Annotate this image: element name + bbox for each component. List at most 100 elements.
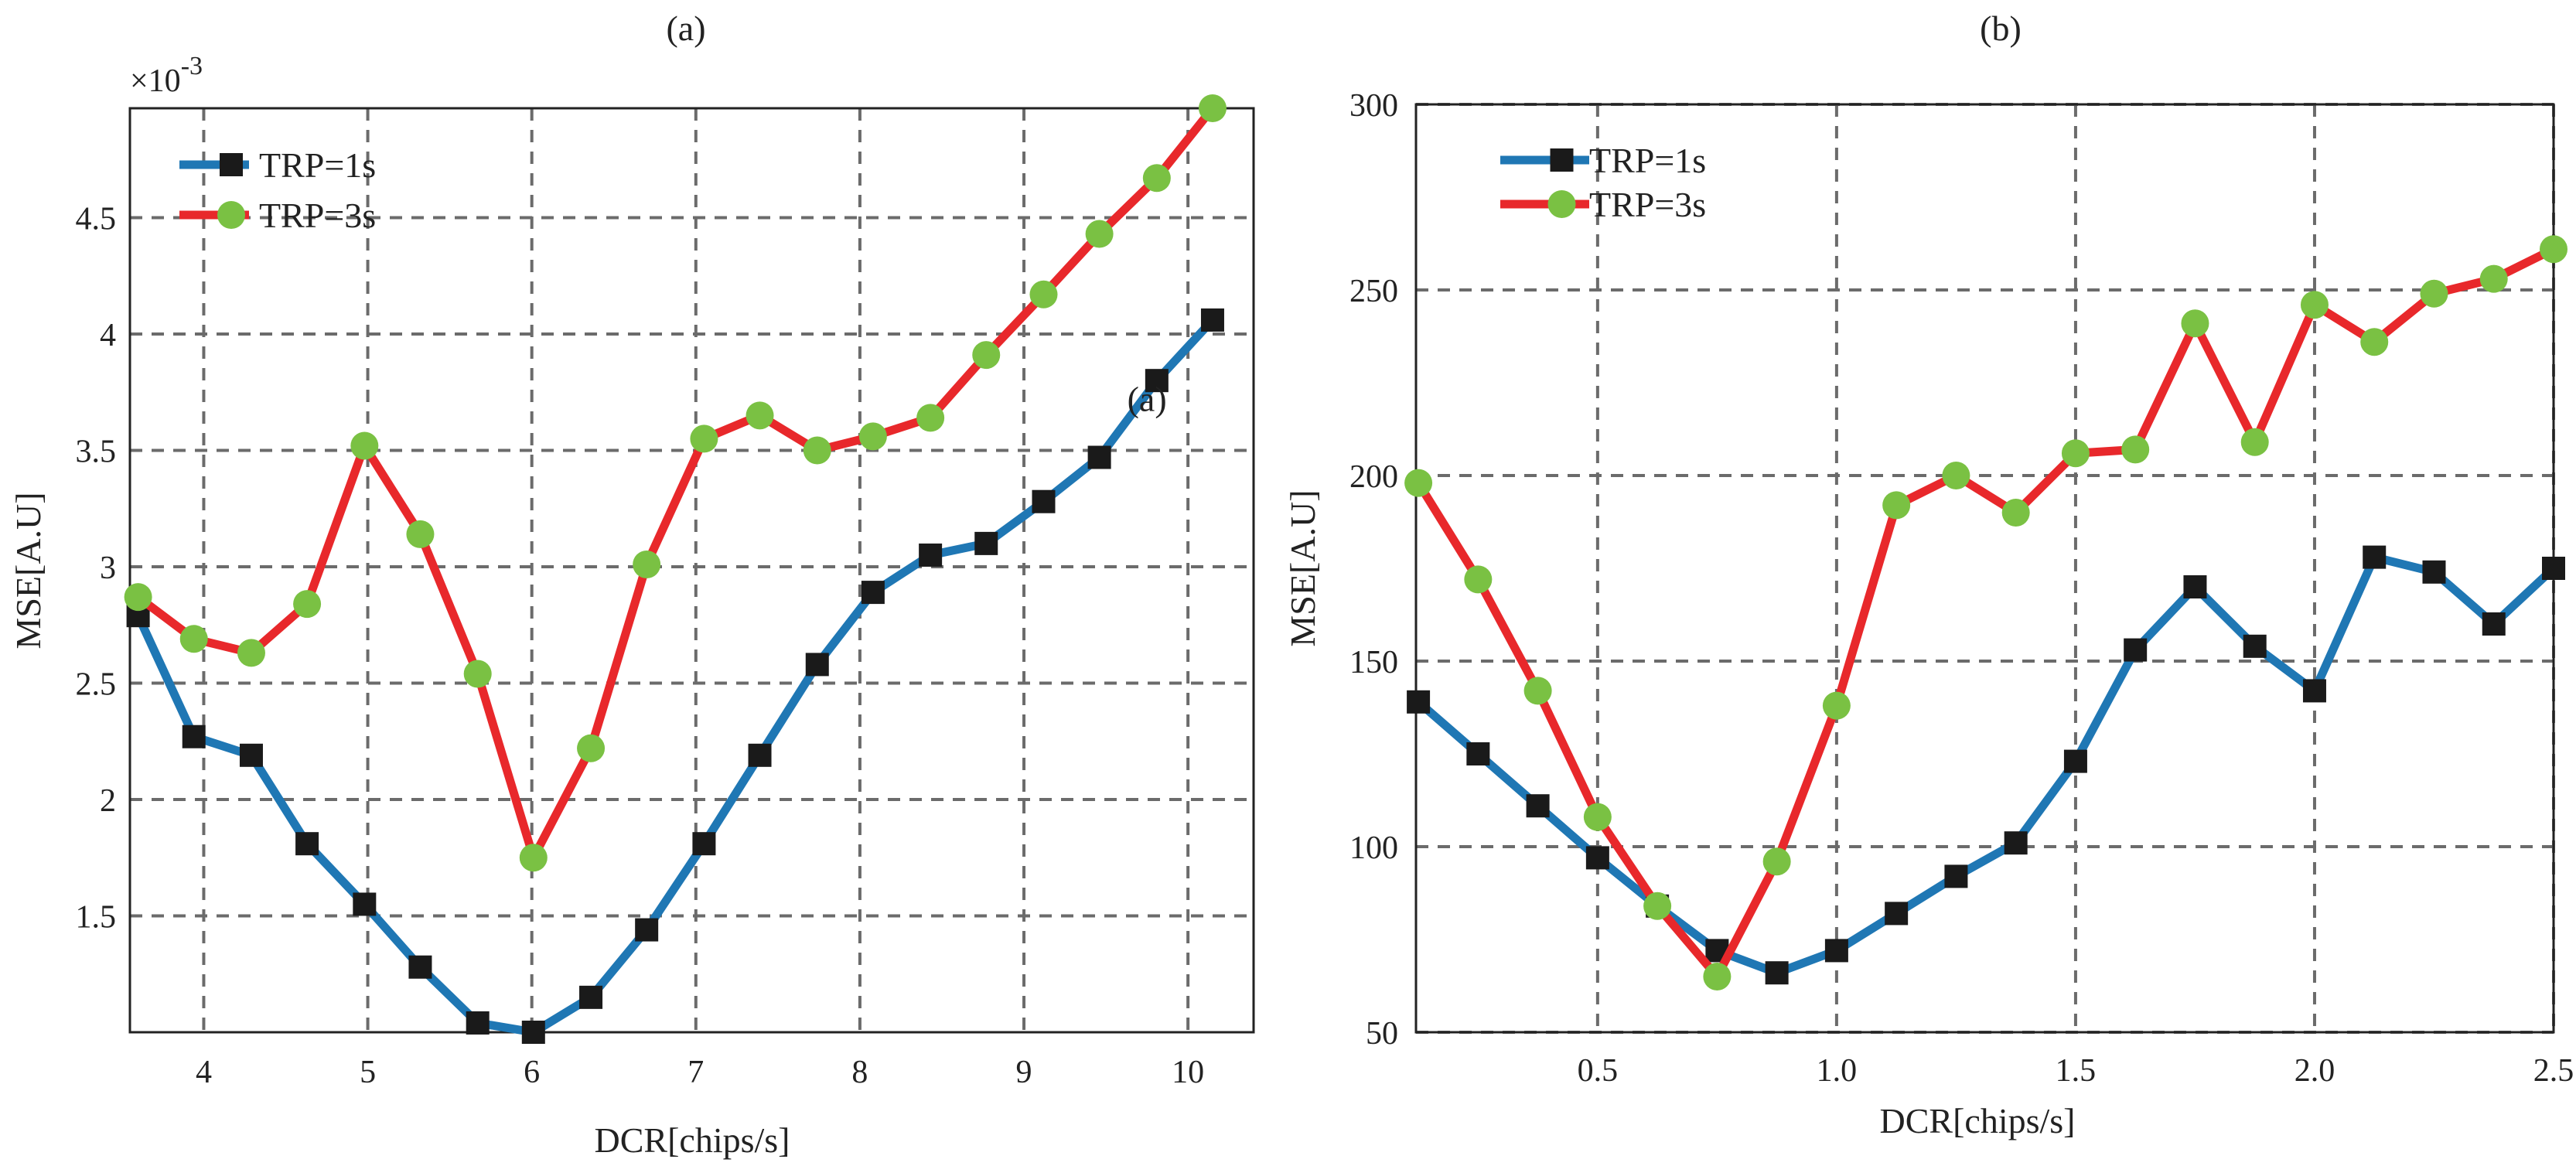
- plot-frame-a: [128, 107, 1255, 1034]
- data-point-trp-1s: [239, 743, 263, 767]
- data-point-trp-3s: [2420, 279, 2448, 308]
- data-point-trp-3s: [519, 844, 548, 872]
- data-point-trp-3s: [406, 520, 435, 548]
- data-point-trp-3s: [690, 424, 718, 453]
- y-ticks-a: 1.5 2 2.5 3 3.5 4 4.5: [76, 201, 117, 935]
- data-point-trp-3s: [803, 436, 831, 465]
- data-point-trp-1s: [692, 832, 716, 856]
- data-point-trp-1s: [919, 543, 943, 567]
- data-point-trp-1s: [353, 892, 377, 916]
- x-tick-label: 2.0: [2295, 1053, 2335, 1089]
- data-point-trp-1s: [1585, 846, 1609, 870]
- x-tick-label: 7: [688, 1055, 704, 1090]
- data-point-trp-1s: [2124, 638, 2148, 662]
- data-point-trp-1s: [2183, 575, 2207, 598]
- x-tick-label: 10: [1172, 1055, 1204, 1090]
- data-point-trp-3s: [1583, 803, 1612, 831]
- data-point-trp-3s: [179, 625, 208, 653]
- y-tick-label: 4.5: [76, 201, 117, 237]
- data-point-trp-1s: [1087, 445, 1111, 469]
- data-point-trp-1s: [1765, 961, 1789, 985]
- data-point-trp-1s: [2302, 679, 2326, 703]
- x-tick-label: 6: [524, 1055, 540, 1090]
- x-tick-label: 0.5: [1578, 1053, 1619, 1089]
- data-point-trp-3s: [2540, 235, 2567, 264]
- x-tick-label: 1.0: [1817, 1053, 1858, 1089]
- data-point-trp-3s: [2240, 428, 2269, 456]
- data-point-trp-3s: [1822, 691, 1851, 720]
- data-point-trp-1s: [2243, 634, 2267, 658]
- data-point-trp-1s: [1944, 864, 1968, 888]
- legend-label-b-trp3: TRP=3s: [1589, 185, 1706, 224]
- data-point-trp-3s: [972, 341, 1001, 370]
- data-point-trp-1s: [1885, 902, 1909, 926]
- x-ticks-b: 0.5 1.0 1.5 2.0 2.5: [1578, 1053, 2574, 1089]
- data-point-trp-1s: [2482, 612, 2506, 636]
- data-point-trp-3s: [1085, 220, 1114, 248]
- x-axis-label-a: DCR[chips/s]: [595, 1120, 790, 1160]
- data-point-trp-1s: [2063, 749, 2087, 773]
- data-point-trp-3s: [463, 660, 492, 688]
- legend-a: TRP=1s TRP=3s: [179, 145, 376, 235]
- data-point-trp-1s: [974, 531, 998, 555]
- data-point-trp-1s: [466, 1011, 490, 1035]
- data-point-trp-3s: [2121, 435, 2150, 464]
- data-point-trp-1s: [2004, 831, 2028, 855]
- data-point-trp-1s: [295, 832, 319, 856]
- data-point-trp-1s: [861, 581, 885, 605]
- data-point-trp-3s: [1942, 462, 1970, 489]
- data-point-trp-3s: [1643, 892, 1672, 920]
- x-axis-label-b: DCR[chips/s]: [1880, 1101, 2076, 1140]
- y-tick-label: 300: [1349, 88, 1398, 124]
- chart-panel-b: (b) 0.5 1.0 1.5 2.0 2.5 50 100 150 200 250 300 DC…: [1283, 9, 2574, 1140]
- y-tick-label: 3.5: [76, 434, 117, 469]
- x-tick-label: 5: [360, 1055, 376, 1090]
- y-axis-label-a: MSE[A.U]: [9, 492, 48, 649]
- data-point-trp-3s: [916, 404, 945, 432]
- data-point-trp-3s: [577, 734, 606, 762]
- data-point-trp-3s: [1762, 847, 1791, 876]
- x-tick-label: 4: [196, 1055, 212, 1090]
- data-point-trp-1s: [579, 985, 603, 1009]
- data-point-trp-3s: [293, 590, 322, 619]
- data-point-trp-1s: [2363, 545, 2387, 569]
- data-point-trp-3s: [124, 583, 152, 612]
- data-point-trp-1s: [1407, 690, 1431, 714]
- data-point-trp-3s: [2479, 264, 2508, 293]
- legend-marker-a-trp3: [217, 201, 245, 229]
- data-point-trp-1s: [521, 1021, 545, 1044]
- data-point-trp-3s: [1029, 280, 1058, 309]
- data-point-trp-3s: [1523, 677, 1552, 705]
- data-point-trp-3s: [237, 639, 265, 667]
- data-point-trp-1s: [1145, 369, 1169, 393]
- grid-a: [130, 108, 1254, 1032]
- data-point-trp-1s: [2422, 560, 2446, 584]
- legend-label-a-trp3: TRP=3s: [259, 196, 376, 235]
- data-point-trp-3s: [633, 550, 661, 578]
- data-point-trp-1s: [1466, 742, 1490, 765]
- data-point-trp-1s: [408, 955, 432, 979]
- data-point-trp-3s: [2061, 439, 2090, 468]
- y-tick-label: 50: [1366, 1016, 1398, 1052]
- data-point-trp-3s: [1703, 963, 1732, 990]
- data-point-trp-1s: [748, 743, 772, 767]
- data-point-trp-3s: [858, 422, 887, 451]
- data-point-trp-3s: [1882, 491, 1911, 520]
- legend-label-b-trp1: TRP=1s: [1589, 141, 1706, 180]
- y-ticks-b: 50 100 150 200 250 300: [1349, 88, 1398, 1052]
- annotation-a: (a): [1128, 379, 1167, 418]
- x-ticks-a: 4 5 6 7 8 9 10: [196, 1055, 1204, 1090]
- y-tick-label: 2: [100, 783, 116, 819]
- x-tick-label: 9: [1016, 1055, 1032, 1090]
- x-tick-label: 8: [851, 1055, 868, 1090]
- data-point-trp-3s: [1142, 164, 1171, 193]
- chart-title-b: (b): [1980, 9, 2022, 48]
- legend-marker-b-trp3: [1547, 190, 1576, 218]
- x-tick-label: 2.5: [2533, 1053, 2574, 1089]
- data-point-trp-3s: [350, 431, 379, 460]
- legend-marker-b-trp1: [1550, 148, 1574, 172]
- chart-title-a: (a): [666, 9, 705, 48]
- data-point-trp-3s: [1404, 469, 1433, 497]
- data-point-trp-1s: [2542, 557, 2565, 580]
